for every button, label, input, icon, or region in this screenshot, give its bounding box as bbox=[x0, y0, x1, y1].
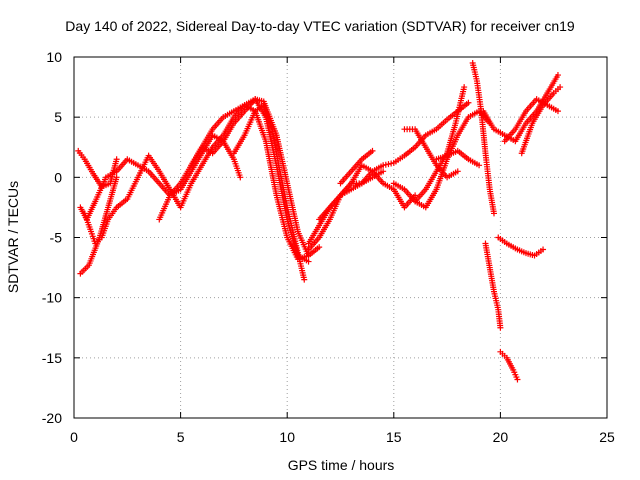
x-tick-label: 25 bbox=[599, 429, 615, 445]
data-point bbox=[465, 99, 472, 106]
data-point bbox=[454, 168, 461, 175]
series-arc-7 bbox=[230, 102, 308, 283]
data-point bbox=[113, 174, 120, 181]
data-marker bbox=[382, 161, 389, 168]
series-arc-10 bbox=[316, 99, 472, 223]
data-point bbox=[491, 210, 498, 217]
y-axis-label: SDTVAR / TECUs bbox=[5, 180, 21, 294]
data-marker bbox=[385, 161, 392, 168]
y-tick-label: 10 bbox=[46, 49, 62, 65]
series-arc-16 bbox=[469, 60, 498, 217]
data-point bbox=[113, 156, 120, 163]
series-arc-4 bbox=[81, 102, 323, 263]
data-point bbox=[237, 174, 244, 181]
series-arc-22 bbox=[518, 84, 564, 157]
data-point bbox=[557, 84, 564, 91]
y-tick-label: -5 bbox=[50, 230, 63, 246]
data-point bbox=[540, 246, 547, 253]
y-tick-label: -20 bbox=[42, 410, 62, 426]
y-tick-label: 0 bbox=[54, 169, 62, 185]
data-point bbox=[554, 72, 561, 79]
chart-title: Day 140 of 2022, Sidereal Day-to-day VTE… bbox=[65, 18, 575, 34]
x-tick-label: 10 bbox=[279, 429, 295, 445]
series-arc-15 bbox=[433, 147, 483, 169]
data-point bbox=[305, 258, 312, 265]
x-tick-label: 0 bbox=[70, 429, 78, 445]
y-tick-label: 5 bbox=[54, 109, 62, 125]
series-arc-11 bbox=[337, 147, 376, 187]
data-marker bbox=[388, 160, 395, 167]
series-arc-20 bbox=[480, 72, 561, 145]
data-point bbox=[369, 147, 376, 154]
data-point bbox=[305, 252, 312, 259]
series-arc-19 bbox=[495, 234, 547, 259]
data-point bbox=[514, 376, 521, 383]
data-point bbox=[412, 192, 419, 199]
x-tick-label: 15 bbox=[386, 429, 402, 445]
y-tick-label: -15 bbox=[42, 350, 62, 366]
data-point bbox=[380, 168, 387, 175]
x-axis-label: GPS time / hours bbox=[287, 457, 395, 473]
series-arc-17 bbox=[482, 240, 504, 331]
data-point bbox=[316, 244, 323, 251]
y-tick-label: -10 bbox=[42, 290, 62, 306]
series-arc-3 bbox=[77, 174, 120, 277]
series-arc-6 bbox=[188, 96, 312, 259]
data-point bbox=[301, 276, 308, 283]
x-tick-label: 20 bbox=[493, 429, 509, 445]
series-arc-21 bbox=[501, 96, 561, 145]
x-tick-label: 5 bbox=[177, 429, 185, 445]
data-point bbox=[461, 84, 468, 91]
series-arc-18 bbox=[497, 348, 521, 383]
series-arc-8 bbox=[305, 162, 419, 253]
data-point bbox=[476, 162, 483, 169]
data-point bbox=[497, 324, 504, 331]
data-point bbox=[554, 108, 561, 115]
data-point bbox=[380, 162, 387, 169]
series-arc-9 bbox=[305, 168, 387, 247]
